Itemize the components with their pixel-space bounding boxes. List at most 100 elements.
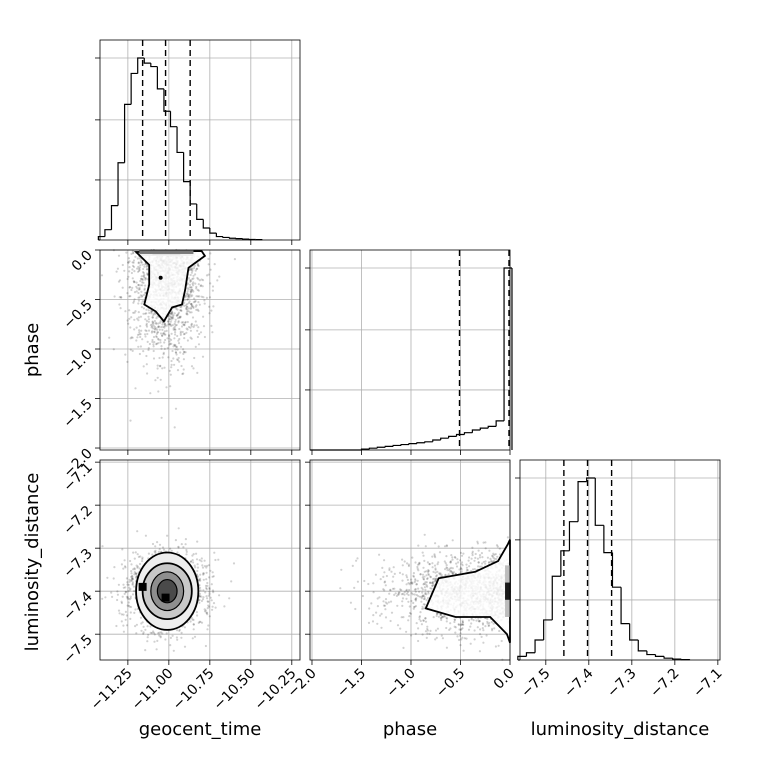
scatter-point bbox=[196, 329, 199, 332]
scatter-point bbox=[431, 555, 434, 558]
scatter-point bbox=[163, 330, 166, 333]
scatter-point bbox=[158, 356, 161, 360]
scatter-point bbox=[152, 357, 156, 360]
scatter-point bbox=[434, 568, 437, 571]
scatter-point bbox=[408, 615, 411, 618]
scatter-point bbox=[438, 572, 441, 575]
scatter-point bbox=[152, 335, 156, 339]
scatter-point bbox=[482, 641, 485, 644]
scatter-point bbox=[200, 560, 203, 563]
scatter-point bbox=[139, 345, 142, 348]
scatter-point bbox=[179, 333, 182, 336]
scatter-point bbox=[197, 283, 200, 286]
scatter-point bbox=[146, 332, 149, 336]
scatter-point bbox=[205, 586, 208, 590]
scatter-point bbox=[223, 605, 226, 608]
hist-bin bbox=[156, 66, 164, 90]
scatter-point bbox=[150, 326, 153, 329]
scatter-point bbox=[421, 633, 424, 636]
scatter-point bbox=[159, 635, 162, 638]
scatter-point bbox=[412, 572, 415, 575]
scatter-point bbox=[208, 296, 212, 299]
scatter-point bbox=[402, 616, 405, 619]
hist-bin bbox=[169, 111, 178, 128]
scatter-point bbox=[135, 623, 138, 626]
scatter-point bbox=[469, 625, 472, 628]
scatter-point bbox=[179, 345, 183, 348]
scatter-point bbox=[189, 291, 193, 294]
scatter-point bbox=[145, 363, 148, 366]
scatter-point bbox=[127, 261, 130, 264]
scatter-point bbox=[198, 620, 201, 623]
scatter-point bbox=[417, 544, 420, 547]
scatter-point bbox=[452, 571, 456, 574]
scatter-point bbox=[457, 561, 460, 564]
scatter-point bbox=[136, 566, 139, 569]
scatter-point bbox=[205, 296, 208, 299]
scatter-point bbox=[376, 622, 379, 625]
scatter-point bbox=[193, 324, 196, 327]
scatter-point bbox=[480, 565, 483, 568]
scatter-point bbox=[384, 584, 387, 587]
ylabel-phase: phase bbox=[22, 323, 43, 377]
scatter-point bbox=[137, 267, 140, 270]
scatter-point bbox=[414, 598, 417, 601]
scatter-point bbox=[184, 294, 187, 297]
scatter-point bbox=[155, 335, 158, 338]
scatter-point bbox=[136, 287, 139, 290]
scatter-point bbox=[140, 278, 143, 281]
scatter-point bbox=[395, 594, 398, 598]
scatter-point bbox=[200, 621, 204, 624]
scatter-point bbox=[130, 271, 133, 275]
scatter-point bbox=[131, 578, 135, 581]
scatter-point bbox=[422, 578, 426, 581]
scatter-point bbox=[170, 318, 173, 321]
scatter-point bbox=[447, 573, 450, 576]
scatter-point bbox=[133, 280, 136, 283]
scatter-point bbox=[183, 351, 186, 354]
scatter-point bbox=[156, 328, 159, 331]
scatter-point bbox=[117, 254, 121, 257]
scatter-point bbox=[401, 604, 404, 608]
scatter-point bbox=[445, 545, 448, 548]
scatter-point bbox=[405, 588, 408, 592]
scatter-point bbox=[133, 557, 136, 560]
scatter-point bbox=[426, 625, 429, 628]
scatter-point bbox=[198, 295, 201, 298]
scatter-point bbox=[434, 542, 437, 545]
scatter-point bbox=[188, 300, 191, 303]
scatter-point bbox=[195, 267, 198, 271]
scatter-point bbox=[482, 629, 485, 632]
scatter-point bbox=[142, 271, 145, 274]
hist-bin bbox=[209, 227, 217, 234]
hist-bin bbox=[416, 442, 425, 444]
scatter-point bbox=[175, 345, 178, 348]
scatter-point bbox=[161, 546, 165, 549]
scatter-point bbox=[163, 324, 166, 328]
scatter-point bbox=[153, 327, 156, 330]
scatter-point bbox=[494, 553, 497, 556]
scatter-point bbox=[150, 312, 153, 315]
scatter-point bbox=[181, 330, 184, 334]
scatter-point bbox=[139, 616, 143, 619]
scatter-point bbox=[491, 554, 494, 557]
scatter-point bbox=[401, 592, 405, 595]
scatter-point bbox=[143, 263, 146, 266]
scatter-point bbox=[129, 285, 132, 289]
scatter-point bbox=[192, 274, 195, 277]
scatter-point bbox=[421, 605, 424, 608]
scatter-point bbox=[441, 637, 444, 640]
scatter-point bbox=[192, 325, 195, 329]
scatter-point bbox=[422, 594, 425, 597]
scatter-point bbox=[198, 303, 201, 306]
scatter-point bbox=[198, 332, 201, 336]
scatter-point bbox=[432, 570, 435, 574]
scatter-point bbox=[166, 337, 169, 340]
scatter-point bbox=[471, 552, 474, 555]
scatter-point bbox=[131, 581, 134, 584]
scatter-point bbox=[152, 349, 155, 353]
scatter-point bbox=[163, 366, 166, 369]
scatter-point bbox=[134, 551, 137, 554]
scatter-point bbox=[168, 334, 171, 337]
scatter-point bbox=[157, 632, 160, 635]
